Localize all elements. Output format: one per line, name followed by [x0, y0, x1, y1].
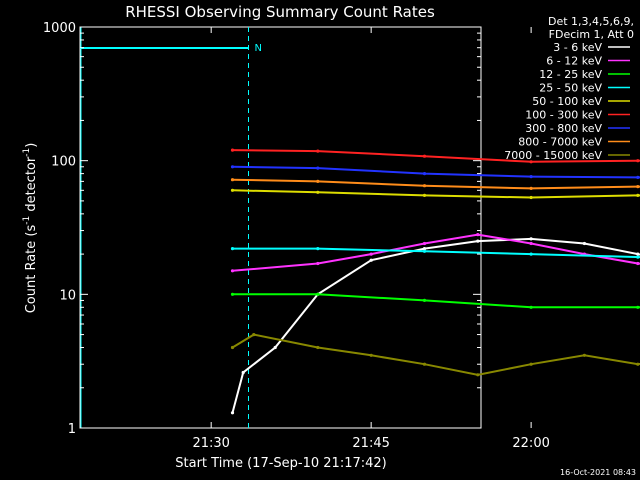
- series-5-point: [636, 159, 640, 163]
- series-3-point: [230, 247, 235, 251]
- legend-label-0: 3 - 6 keV: [553, 41, 602, 54]
- y-axis-label-sup1: -1: [22, 216, 32, 225]
- series-1-point: [316, 261, 320, 266]
- series-6-point: [636, 175, 640, 179]
- y-axis-label-main: Count Rate (s: [24, 225, 39, 314]
- series-5-point: [422, 154, 427, 158]
- series-8-point: [636, 362, 640, 366]
- plot-frame: [79, 26, 482, 429]
- series-1-point: [476, 233, 480, 237]
- series-line-7: [232, 178, 640, 190]
- series-4-point: [316, 190, 320, 194]
- y-axis-label-end: ): [24, 143, 39, 148]
- series-5-point: [230, 148, 235, 152]
- series-8-point: [316, 345, 320, 350]
- series-0-point: [369, 258, 373, 262]
- series-2-point: [422, 298, 427, 302]
- series-7-point: [230, 178, 235, 182]
- chart-title: RHESSI Observing Summary Count Rates: [125, 3, 435, 21]
- y-axis-label-mid: detector: [24, 156, 39, 216]
- series-3-point: [529, 252, 533, 256]
- series-8-point: [369, 353, 373, 357]
- legend-label-6: 300 - 800 keV: [525, 122, 602, 135]
- legend-label-3: 25 - 50 keV: [539, 82, 602, 95]
- series-8-point: [422, 362, 427, 366]
- series-group: [230, 148, 640, 415]
- series-7-point: [316, 179, 320, 183]
- series-2-point: [636, 305, 640, 309]
- legend-label-8: 7000 - 15000 keV: [504, 149, 602, 162]
- series-8-point: [582, 353, 587, 357]
- series-7-point: [422, 184, 427, 188]
- legend-header-line2: FDecim 1, Att 0: [549, 28, 634, 41]
- series-7-point: [529, 186, 533, 190]
- series-0-point: [476, 239, 480, 243]
- series-0-point: [273, 345, 277, 350]
- y-tick-label: 1000: [43, 21, 76, 36]
- series-4-point: [422, 193, 427, 197]
- legend-label-7: 800 - 7000 keV: [518, 136, 602, 149]
- legend-label-4: 50 - 100 keV: [532, 95, 602, 108]
- series-line-4: [232, 189, 640, 199]
- series-line-6: [232, 165, 640, 179]
- series-line-3: [232, 247, 640, 259]
- y-tick-label: 1: [68, 422, 76, 437]
- series-1-point: [636, 261, 640, 266]
- y-axis-label-sup2: -1: [22, 148, 32, 157]
- y-axis-label: Count Rate (s-1 detector-1): [22, 143, 39, 314]
- series-8-point: [252, 333, 256, 337]
- series-3-point: [636, 255, 640, 259]
- x-tick-label: 21:45: [352, 436, 389, 451]
- series-0-point: [582, 241, 587, 246]
- x-tick-label: 21:30: [192, 436, 229, 451]
- footer-timestamp: 16-Oct-2021 08:43: [560, 468, 636, 477]
- series-8-point: [529, 362, 533, 366]
- series-2-point: [316, 292, 320, 296]
- y-tick-label: 100: [51, 155, 76, 170]
- series-line-1: [232, 233, 640, 272]
- series-0-point: [241, 370, 245, 375]
- series-6-point: [316, 166, 320, 170]
- series-1-point: [422, 241, 427, 246]
- legend-label-5: 100 - 300 keV: [525, 109, 602, 122]
- series-0-point: [230, 411, 235, 415]
- series-6-point: [422, 172, 427, 176]
- series-2-point: [529, 305, 533, 309]
- x-tick-label: 22:00: [512, 436, 549, 451]
- series-1-point: [230, 269, 235, 273]
- series-0-point: [422, 247, 427, 251]
- series-0-point: [636, 252, 640, 256]
- series-5-point: [529, 160, 533, 164]
- legend-label-1: 6 - 12 keV: [546, 55, 602, 68]
- series-4-point: [529, 195, 533, 200]
- legend: Det 1,3,4,5,6,9, FDecim 1, Att 0 3 - 6 k…: [504, 15, 634, 162]
- series-0-point: [529, 237, 533, 241]
- x-axis-label: Start Time (17-Sep-10 21:17:42): [175, 456, 386, 471]
- series-7-point: [636, 185, 640, 189]
- series-1-point: [529, 241, 533, 246]
- legend-header-line1: Det 1,3,4,5,6,9,: [548, 15, 634, 28]
- series-2-point: [230, 292, 235, 296]
- series-3-point: [422, 249, 427, 253]
- series-3-point: [316, 247, 320, 251]
- series-line-2: [232, 293, 640, 309]
- legend-label-2: 12 - 25 keV: [539, 68, 602, 81]
- plot-area: NS: [79, 26, 640, 429]
- series-8-point: [476, 373, 480, 377]
- series-1-point: [369, 252, 373, 256]
- series-4-point: [230, 188, 235, 192]
- series-line-8: [231, 333, 640, 376]
- series-8-point: [230, 345, 235, 350]
- series-5-point: [316, 149, 320, 153]
- annotation-n: N: [255, 43, 262, 54]
- series-4-point: [636, 193, 640, 197]
- y-axis-ticks: 1 10 100 1000: [43, 21, 481, 437]
- series-6-point: [529, 175, 533, 179]
- y-tick-label: 10: [59, 288, 76, 303]
- series-6-point: [230, 165, 235, 169]
